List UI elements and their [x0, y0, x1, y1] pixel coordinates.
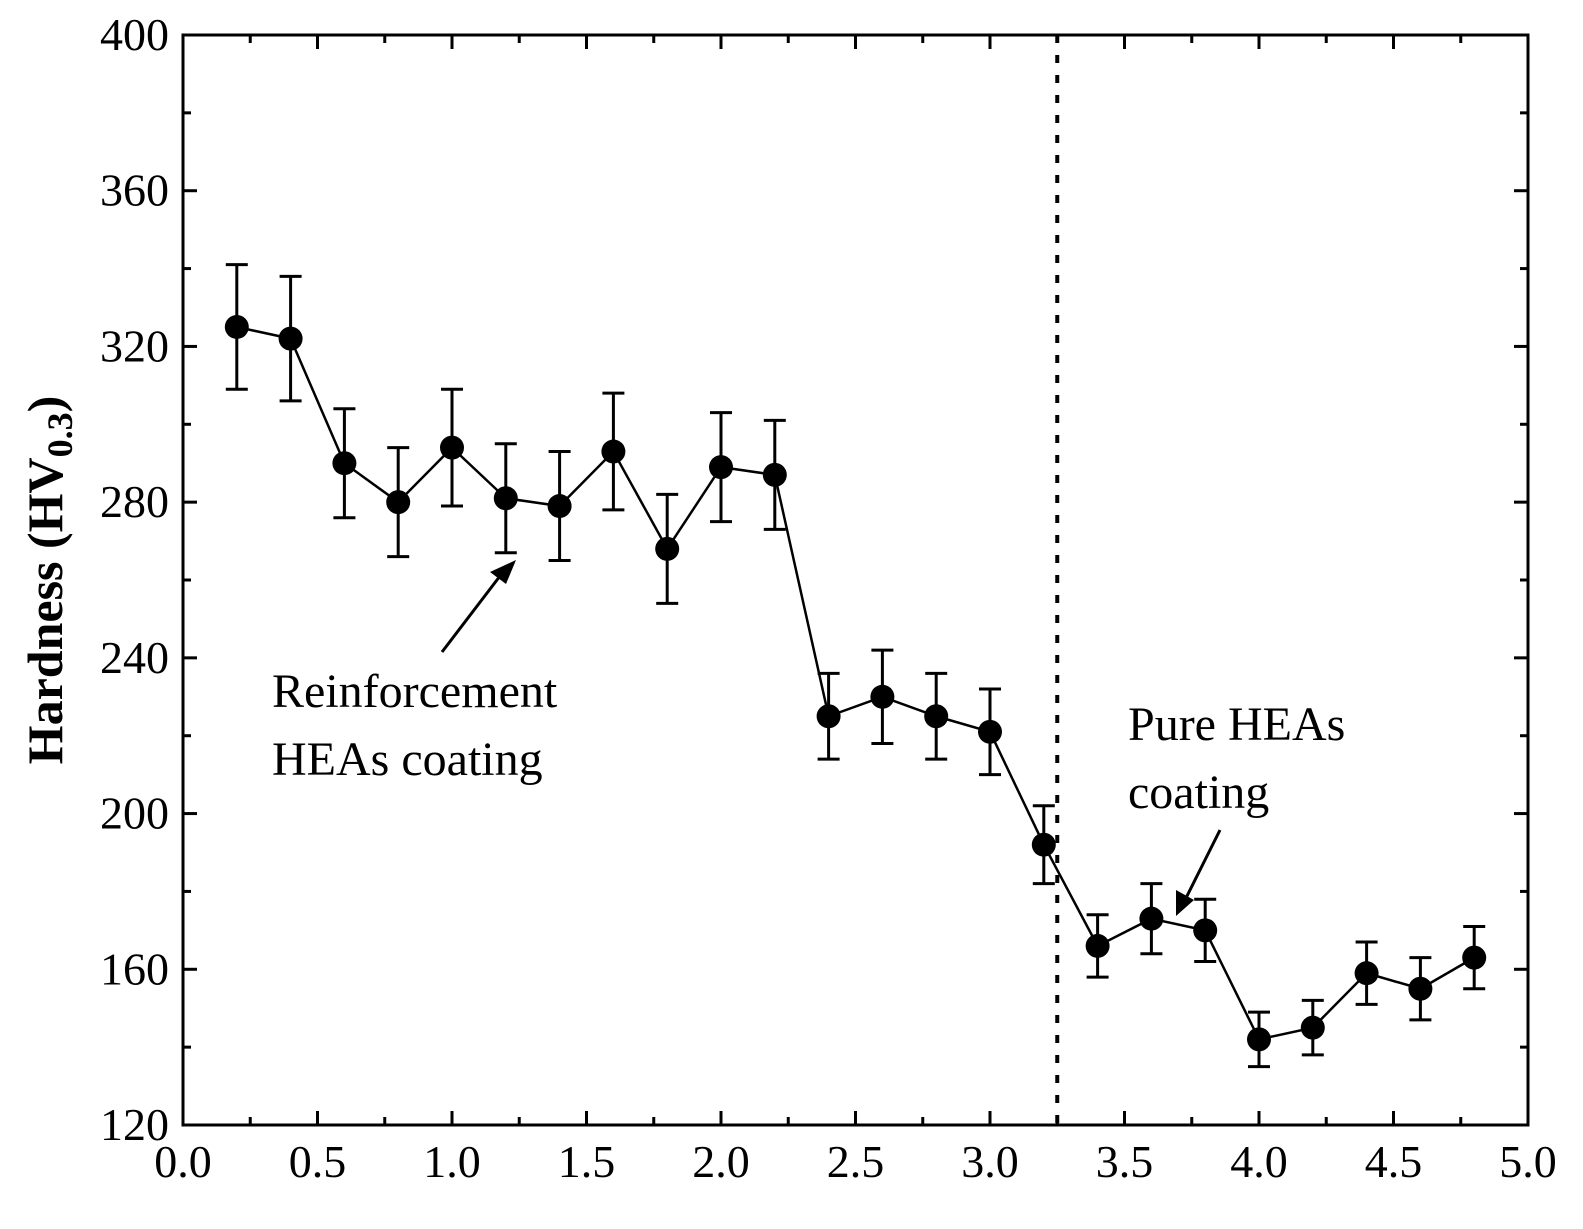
data-point [278, 326, 303, 351]
axis-ticks [181, 33, 1530, 1127]
data-point [332, 451, 357, 476]
data-point [547, 494, 572, 519]
x-tick-label: 3.0 [961, 1136, 1019, 1187]
y-tick-label: 240 [100, 632, 169, 683]
data-point [1300, 1015, 1325, 1040]
x-tick-label: 1.5 [558, 1136, 616, 1187]
y-axis-label-main: Hardness (HV [17, 457, 73, 764]
data-point [493, 486, 518, 511]
data-point [1247, 1027, 1271, 1052]
annotation-arrow-reinforcement [440, 560, 516, 653]
data-point [924, 704, 949, 729]
y-axis-label-subscript: 0.3 [40, 412, 80, 457]
x-tick-label: 2.0 [692, 1136, 750, 1187]
data-point [1193, 918, 1218, 943]
annotation-reinforcement-line2: HEAs coating [272, 733, 543, 786]
data-point [1139, 906, 1164, 931]
x-tick-label: 2.5 [827, 1136, 885, 1187]
annotation-pure-line2: coating [1128, 766, 1269, 819]
annotation-reinforcement-line1: Reinforcement [272, 665, 558, 718]
tick-labels: 0.0 0.5 1.0 1.5 2.0 2.5 3.0 3.5 4.0 4.5 5.0 120 160 2… [100, 9, 1557, 1187]
y-tick-label: 120 [100, 1099, 169, 1150]
data-point [601, 439, 626, 464]
data-point [978, 719, 1002, 744]
plot-frame [181, 33, 1530, 1127]
x-tick-label: 4.0 [1230, 1136, 1288, 1187]
y-tick-label: 360 [100, 165, 169, 216]
y-axis-label-suffix: ) [17, 396, 73, 413]
y-tick-label: 400 [100, 9, 169, 60]
data-point [709, 455, 733, 480]
annotation-arrow-pure [1176, 829, 1222, 916]
data-point [440, 435, 464, 460]
data-point [1085, 933, 1110, 958]
data-point [224, 314, 249, 339]
y-axis-label: Hardness (HV0.3) [17, 396, 80, 765]
data-point [655, 536, 680, 561]
x-tick-label: 3.5 [1096, 1136, 1154, 1187]
data-point [870, 684, 895, 709]
x-tick-label: 0.5 [289, 1136, 347, 1187]
data-point [762, 462, 787, 487]
x-tick-label: 0.0 [154, 1136, 212, 1187]
data-point [1408, 976, 1433, 1001]
data-point [1354, 961, 1379, 986]
data-point [1462, 945, 1487, 970]
y-tick-label: 160 [100, 943, 169, 994]
x-tick-label: 4.5 [1365, 1136, 1423, 1187]
x-tick-label: 1.0 [423, 1136, 481, 1187]
data-points [224, 314, 1487, 1052]
x-tick-label: 5.0 [1499, 1136, 1557, 1187]
data-point [816, 704, 841, 729]
y-tick-label: 320 [100, 320, 169, 371]
y-tick-label: 280 [100, 476, 169, 527]
annotation-pure-line1: Pure HEAs [1128, 698, 1345, 751]
y-tick-label: 200 [100, 788, 169, 839]
data-point [386, 490, 411, 515]
data-point [1031, 832, 1056, 857]
